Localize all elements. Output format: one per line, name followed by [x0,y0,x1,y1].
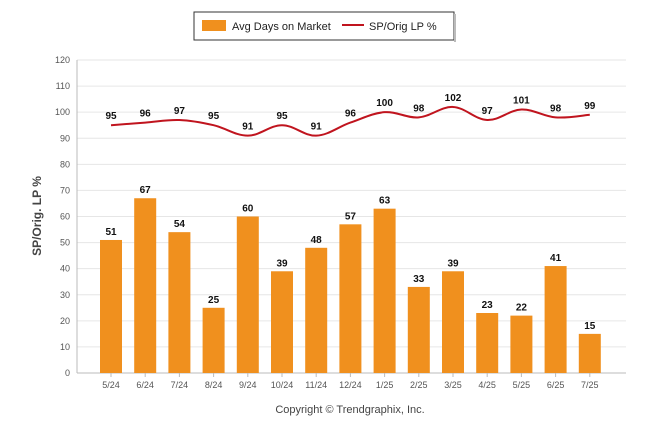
line-value-label: 98 [550,103,562,114]
y-tick-label: 90 [60,133,70,143]
y-axis-title: SP/Orig. LP % [30,176,44,256]
bar-value-label: 33 [413,274,425,285]
bar-value-label: 41 [550,253,562,264]
bar-value-label: 57 [345,211,357,222]
line-value-label: 102 [445,93,462,104]
line-series [110,105,590,137]
y-tick-label: 20 [60,316,70,326]
x-tick-label: 12/24 [339,380,362,390]
x-tick-label: 4/25 [478,380,496,390]
bar [510,315,533,373]
bar [578,333,601,373]
line-value-label: 95 [276,111,288,122]
y-tick-label: 120 [55,55,70,65]
legend-bar-label: Avg Days on Market [232,21,331,33]
legend-line-label: SP/Orig LP % [369,21,437,33]
y-tick-label: 10 [60,342,70,352]
line-value-label: 95 [105,111,117,122]
x-tick-label: 2/25 [410,380,428,390]
x-tick-label: 1/25 [376,380,394,390]
x-tick-label: 6/25 [547,380,565,390]
x-tick-label: 5/24 [102,380,120,390]
bar [271,271,293,373]
bar-value-label: 60 [242,204,254,215]
legend-box [193,11,455,41]
y-tick-label: 50 [60,238,70,248]
bar [407,286,430,373]
bar-value-label: 39 [447,258,459,269]
bar-value-label: 22 [516,303,528,314]
bar-value-label: 63 [379,196,391,207]
y-tick-label: 40 [60,264,70,274]
y-tick-label: 60 [60,212,70,222]
copyright-text: Copyright © Trendgraphix, Inc. [275,404,424,416]
line-value-label: 91 [311,122,323,133]
bar-value-label: 54 [174,219,186,230]
bar-value-label: 39 [276,258,288,269]
line-value-label: 96 [345,109,357,120]
line-value-label: 91 [242,122,254,133]
y-tick-label: 110 [56,81,70,91]
x-tick-label: 5/25 [513,380,531,390]
sp-orig-lp-line [110,105,590,137]
bar [305,247,328,373]
line-value-label: 99 [584,101,596,112]
bar [373,208,396,373]
bar-value-label: 67 [140,185,152,196]
x-tick-label: 11/24 [305,380,327,390]
x-tick-label: 7/24 [171,380,189,390]
y-tick-label: 100 [55,107,70,117]
bar [544,266,567,373]
line-value-label: 100 [376,98,393,109]
bar [442,271,464,373]
y-tick-label: 30 [60,290,70,300]
x-tick-label: 3/25 [444,380,462,390]
x-tick-label: 7/25 [581,380,599,390]
bar [476,313,499,373]
bar [339,224,362,373]
bar-value-label: 51 [105,227,117,238]
legend: Avg Days on Market SP/Orig LP % [193,11,456,42]
bar-series [100,198,601,373]
bar-value-label: 48 [311,235,323,246]
line-value-label: 95 [208,111,220,122]
line-value-label: 97 [482,106,494,117]
x-tick-label: 8/24 [205,380,223,390]
y-tick-label: 0 [65,368,70,378]
legend-shadow [454,14,456,42]
y-tick-label: 70 [60,185,70,195]
x-tick-label: 10/24 [271,380,294,390]
x-tick-label: 6/24 [136,380,154,390]
bar-value-label: 15 [584,321,596,332]
bar-value-label: 25 [208,295,220,306]
y-tick-label: 80 [60,159,70,169]
line-value-label: 96 [140,109,152,120]
bar [202,307,225,373]
x-tick-label: 9/24 [239,380,257,390]
line-value-label: 97 [174,106,186,117]
bar [168,232,191,373]
data-labels: 51 67 54 25 60 39 48 57 63 33 39 23 22 41 15 95 96 97 95 91… [105,93,595,332]
legend-bar-swatch [202,20,226,31]
bar-value-label: 23 [482,300,494,311]
line-value-label: 98 [413,103,425,114]
bar [134,198,157,373]
bar [100,239,122,373]
line-value-label: 101 [513,96,530,107]
bar [236,216,259,373]
